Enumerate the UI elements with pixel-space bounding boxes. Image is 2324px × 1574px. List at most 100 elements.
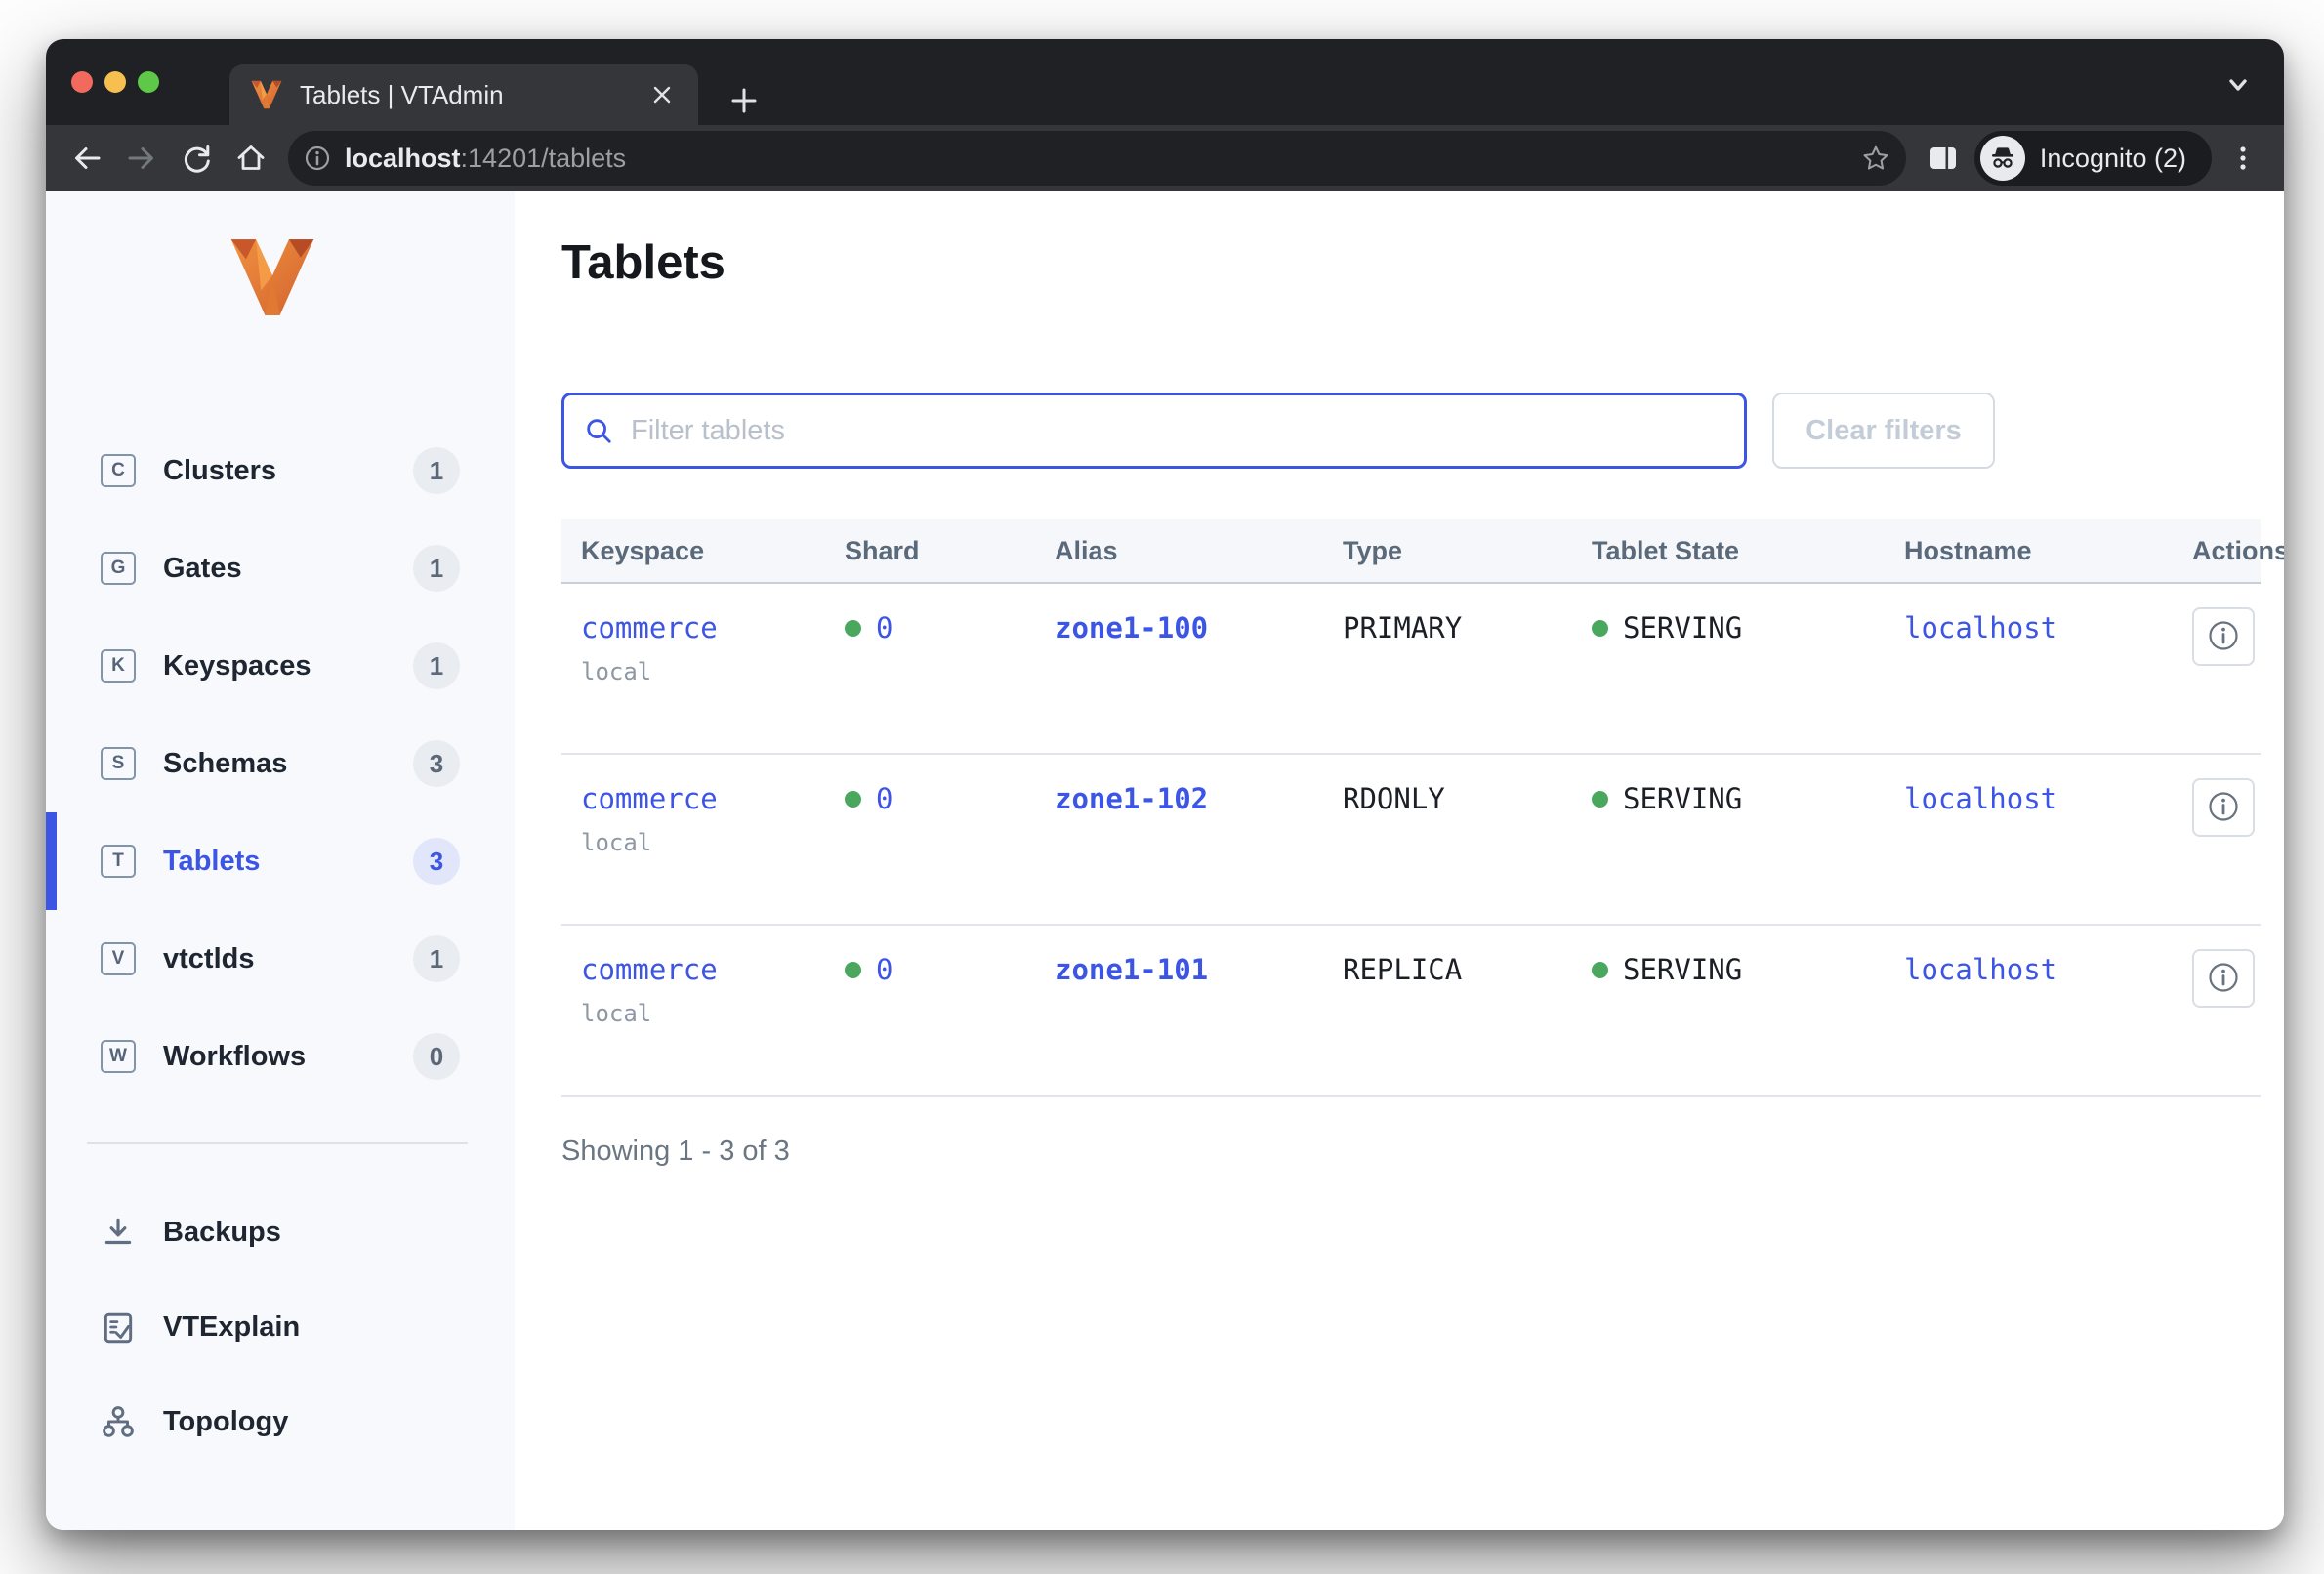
tablet-state: SERVING [1623,611,1743,644]
cell-actions [2173,754,2261,926]
address-bar[interactable]: localhost:14201/tablets [288,131,1906,186]
url-text: localhost:14201/tablets [345,144,626,174]
shard-link[interactable]: 0 [876,782,893,815]
vitess-logo[interactable] [229,237,515,322]
close-window-button[interactable] [71,71,93,93]
cell-type: RDONLY [1323,754,1572,926]
count-badge: 1 [413,935,460,982]
sidebar-item-label: Schemas [163,747,288,779]
tablet-type: REPLICA [1343,953,1463,986]
forward-button[interactable] [114,132,169,185]
browser-menu-icon[interactable] [2216,132,2270,185]
search-icon [587,419,611,443]
hostname-link[interactable]: localhost [1904,782,2058,815]
hostname-link[interactable]: localhost [1904,611,2058,644]
letter-icon: C [101,454,136,487]
tablet-type: PRIMARY [1343,611,1463,644]
sidebar-item-label: Topology [163,1406,289,1437]
count-badge: 1 [413,545,460,592]
cell-shard: 0 [825,925,1035,1097]
sidebar-item-workflows[interactable]: W Workflows 0 [46,1008,515,1105]
keyspace-link[interactable]: commerce [581,611,718,644]
hostname-link[interactable]: localhost [1904,953,2058,986]
browser-tab[interactable]: Tablets | VTAdmin [229,64,698,125]
reload-button[interactable] [169,132,224,185]
state-line: SERVING [1592,611,1885,644]
cell-alias: zone1-100 [1035,583,1323,755]
count-badge: 1 [413,447,460,494]
home-button[interactable] [224,132,278,185]
cell-shard: 0 [825,583,1035,755]
tab-search-chevron-icon[interactable] [2218,64,2259,105]
shard-link[interactable]: 0 [876,611,893,644]
cell-actions [2173,925,2261,1097]
sidebar-item-backups[interactable]: Backups [46,1185,515,1280]
table-header-row: Keyspace Shard Alias Type Tablet State Hostna… [561,519,2284,584]
state-line: SERVING [1592,953,1885,986]
sidebar-divider [87,1142,468,1144]
keyspace-link[interactable]: commerce [581,953,718,986]
close-tab-icon[interactable] [647,80,677,109]
tablet-info-button[interactable] [2192,607,2255,666]
column-header-shard: Shard [825,519,1035,584]
page-title: Tablets [561,236,726,289]
cluster-label: local [581,658,652,685]
incognito-label: Incognito (2) [2039,143,2186,173]
clear-filters-button[interactable]: Clear filters [1772,393,1995,469]
sidebar-item-schemas[interactable]: S Schemas 3 [46,715,515,812]
filter-tablets-input[interactable] [629,413,1724,448]
tab-strip: Tablets | VTAdmin [46,39,2284,125]
info-icon [2207,619,2240,655]
minimize-window-button[interactable] [104,71,126,93]
alias-link[interactable]: zone1-100 [1055,611,1209,644]
keyspace-link[interactable]: commerce [581,782,718,815]
sidebar-item-topology[interactable]: Topology [46,1375,515,1470]
incognito-badge[interactable]: Incognito (2) [1973,131,2212,186]
window-controls [71,71,159,93]
cell-keyspace: commerce local [561,583,825,755]
shard-health-dot-icon [845,961,861,978]
browser-toolbar: localhost:14201/tablets [46,125,2284,191]
tab-title: Tablets | VTAdmin [300,79,504,109]
alias-link[interactable]: zone1-102 [1055,782,1209,815]
sidebar-item-clusters[interactable]: C Clusters 1 [46,422,515,519]
maximize-window-button[interactable] [138,71,159,93]
filter-row: Clear filters [561,393,2284,469]
sidebar-item-label: Tablets [163,845,261,877]
sidebar-item-label: Keyspaces [163,649,311,682]
site-info-icon[interactable] [304,145,331,172]
topology-icon [97,1401,140,1444]
table-row: commerce local 0 zone1-100 PRIMARY SERVING loc… [561,583,2261,755]
download-icon [97,1212,140,1255]
alias-link[interactable]: zone1-101 [1055,953,1209,986]
sidebar-item-tablets[interactable]: T Tablets 3 [46,812,515,910]
cell-hostname: localhost [1885,583,2173,755]
document-check-icon [97,1306,140,1349]
count-badge: 3 [413,740,460,787]
serving-dot-icon [1592,790,1608,808]
column-header-keyspace: Keyspace [561,519,825,584]
tablets-table: Keyspace Shard Alias Type Tablet State Hostna… [561,519,2284,1097]
tablet-info-button[interactable] [2192,778,2255,837]
sidebar-item-vtexplain[interactable]: VTExplain [46,1280,515,1375]
side-panel-icon[interactable] [1916,132,1971,185]
back-button[interactable] [60,132,114,185]
sidebar-tools: Backups VTExplain Topology [46,1185,515,1470]
table-row: commerce local 0 zone1-102 RDONLY SERVING loca… [561,754,2261,926]
table-row: commerce local 0 zone1-101 REPLICA SERVING loc… [561,925,2261,1097]
shard-health-dot-icon [845,790,861,808]
letter-icon: S [101,747,136,780]
shard-link[interactable]: 0 [876,953,893,986]
sidebar-item-gates[interactable]: G Gates 1 [46,519,515,617]
column-header-alias: Alias [1035,519,1323,584]
sidebar-item-keyspaces[interactable]: K Keyspaces 1 [46,617,515,715]
cell-keyspace: commerce local [561,925,825,1097]
sidebar-nav: C Clusters 1 G Gates 1 K Keyspaces 1 S Schemas 3 T Ta… [46,422,515,1105]
vitess-favicon [251,80,282,109]
new-tab-button[interactable] [720,76,768,125]
bookmark-star-icon[interactable] [1861,144,1890,173]
tablet-info-button[interactable] [2192,949,2255,1008]
sidebar-item-label: Clusters [163,454,277,486]
